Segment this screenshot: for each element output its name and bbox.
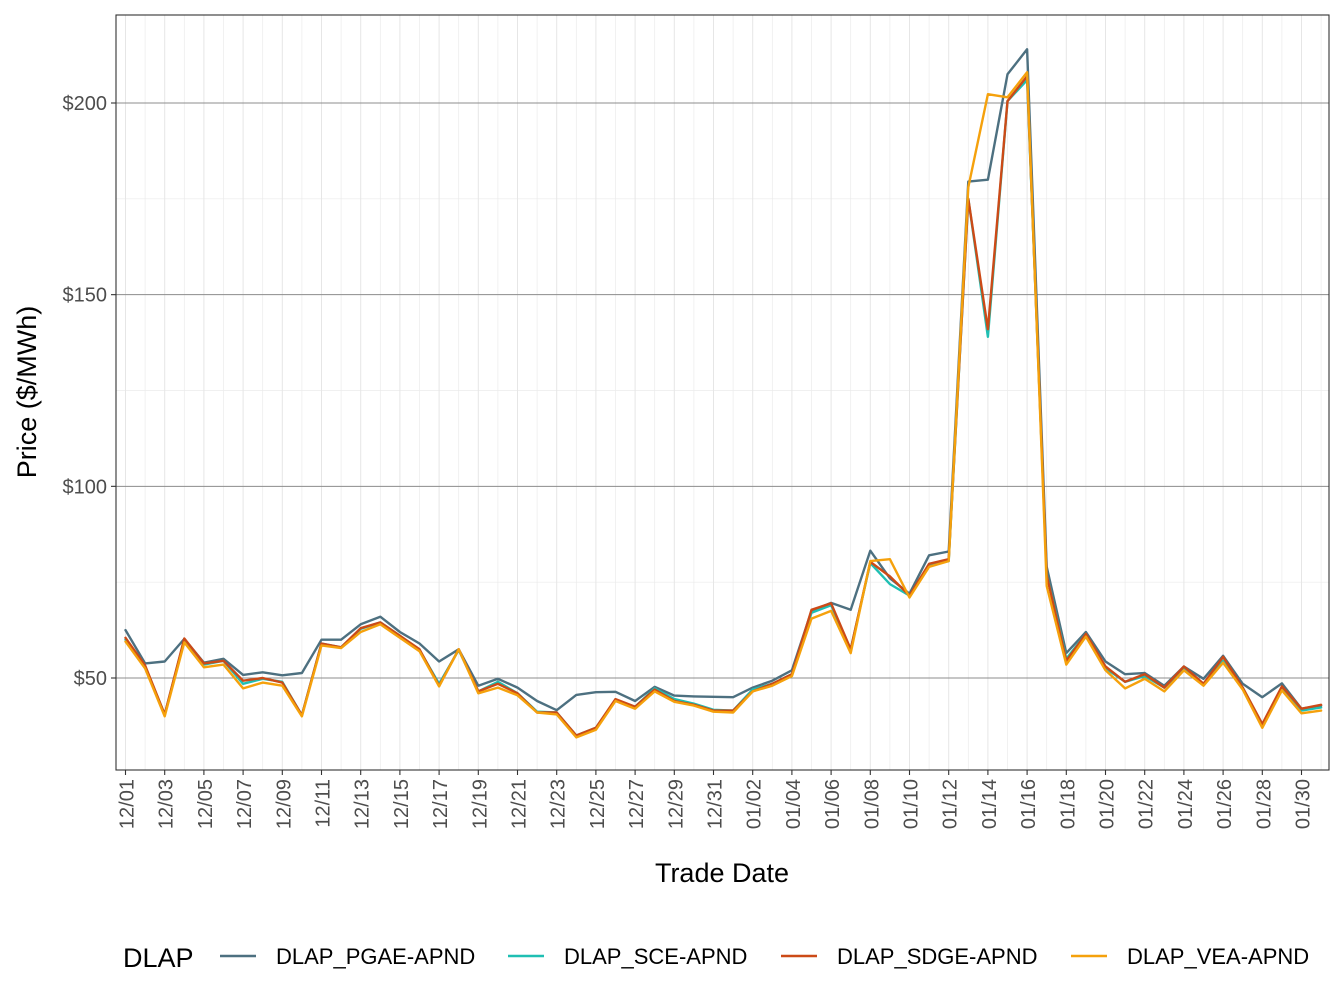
x-tick-label: 01/18 — [1057, 779, 1079, 829]
legend: DLAP DLAP_PGAE-APND DLAP_SCE-APND DLAP_SDG… — [123, 943, 1309, 973]
y-tick-label: $50 — [74, 668, 107, 690]
plot-panel — [116, 15, 1329, 770]
x-tick-label: 01/26 — [1214, 779, 1236, 829]
x-tick-label: 01/04 — [783, 779, 805, 829]
y-axis-title: Price ($/MWh) — [12, 306, 42, 479]
y-tick-label: $150 — [63, 285, 108, 307]
y-axis: $50 $100 $150 $200 — [63, 93, 116, 690]
x-tick-label: 01/12 — [940, 779, 962, 829]
x-tick-label: 12/11 — [313, 779, 335, 828]
y-tick-label: $100 — [63, 476, 108, 498]
series-lines — [124, 48, 1323, 739]
x-tick-label: 12/03 — [156, 779, 178, 829]
major-gridlines-x — [125, 15, 1302, 770]
x-tick-label: 12/19 — [469, 779, 491, 829]
x-tick-label: 12/31 — [705, 779, 727, 829]
x-tick-label: 01/02 — [744, 779, 766, 829]
x-tick-label: 12/25 — [587, 779, 609, 829]
x-tick-label: 12/23 — [548, 779, 570, 829]
x-tick-label: 12/05 — [195, 779, 217, 829]
x-tick-label: 12/01 — [117, 779, 139, 829]
x-tick-label: 01/22 — [1136, 779, 1158, 829]
y-tick-label: $200 — [63, 93, 108, 115]
x-tick-label: 01/24 — [1175, 779, 1197, 829]
major-gridlines-y — [116, 102, 1329, 679]
x-axis: 12/01 12/03 12/05 12/07 12/09 12/11 12/13 12/15… — [117, 770, 1315, 829]
series-line-dlap-pgae-apnd — [124, 48, 1323, 712]
x-tick-label: 12/27 — [626, 779, 648, 829]
x-tick-label: 12/09 — [273, 779, 295, 829]
x-tick-label: 12/21 — [509, 779, 531, 829]
x-tick-label: 01/28 — [1253, 779, 1275, 829]
x-axis-title: Trade Date — [655, 858, 789, 888]
minor-gridlines-y — [116, 198, 1329, 583]
legend-entry-label: DLAP_PGAE-APND — [276, 944, 475, 969]
x-tick-label: 01/10 — [901, 779, 923, 829]
minor-gridlines-x — [144, 15, 1322, 770]
legend-title: DLAP — [123, 943, 194, 973]
x-tick-label: 12/13 — [352, 779, 374, 829]
x-tick-label: 12/29 — [665, 779, 687, 829]
x-tick-label: 12/15 — [391, 779, 413, 829]
x-tick-label: 12/17 — [430, 779, 452, 829]
x-tick-label: 01/08 — [861, 779, 883, 829]
x-tick-label: 01/30 — [1293, 779, 1315, 829]
x-tick-label: 01/20 — [1097, 779, 1119, 829]
series-line-dlap-sdge-apnd — [124, 74, 1323, 737]
legend-entry-label: DLAP_SCE-APND — [564, 944, 747, 969]
legend-entry-label: DLAP_SDGE-APND — [837, 944, 1038, 969]
x-tick-label: 12/07 — [234, 779, 256, 829]
x-tick-label: 01/16 — [1018, 779, 1040, 829]
plot-border — [115, 14, 1330, 771]
x-tick-label: 01/06 — [822, 779, 844, 829]
series-line-dlap-vea-apnd — [124, 71, 1323, 739]
x-tick-label: 01/14 — [979, 779, 1001, 829]
legend-entry-label: DLAP_VEA-APND — [1127, 944, 1309, 969]
